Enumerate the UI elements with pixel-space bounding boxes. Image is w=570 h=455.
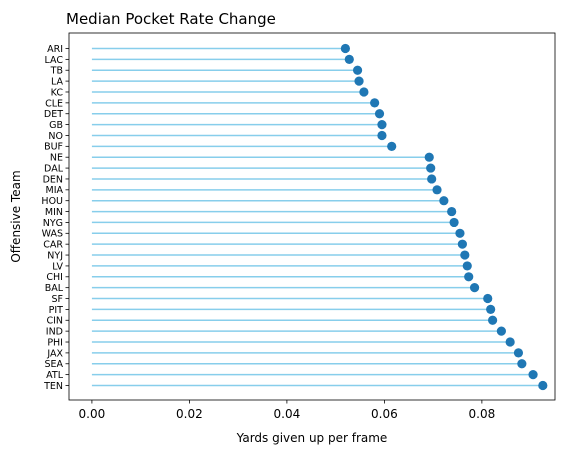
y-tick-label: KC <box>51 87 64 98</box>
marker-den <box>427 174 437 184</box>
marker-phi <box>505 337 515 347</box>
marker-cle <box>370 98 380 108</box>
y-tick-label: SF <box>52 294 64 305</box>
marker-sf <box>483 293 493 304</box>
marker-la <box>354 76 364 86</box>
y-tick-label: NO <box>48 131 63 142</box>
y-tick-label: JAX <box>46 348 63 359</box>
y-tick-label: NYJ <box>47 250 63 261</box>
y-tick-label: SEA <box>44 359 63 370</box>
y-tick-label: HOU <box>41 196 63 207</box>
marker-buf <box>387 141 397 151</box>
y-tick-label: NYG <box>43 218 63 229</box>
y-tick-label: MIA <box>46 185 64 196</box>
y-tick-label: CHI <box>46 272 63 283</box>
y-tick-label: IND <box>46 327 63 338</box>
x-axis-label: Yards given up per frame <box>236 431 388 445</box>
chart-title: Median Pocket Rate Change <box>66 10 276 28</box>
y-tick-label: ATL <box>46 370 64 381</box>
marker-ind <box>496 326 506 336</box>
marker-det <box>374 109 385 119</box>
marker-was <box>455 228 465 238</box>
marker-mia <box>432 185 442 195</box>
y-axis-ticks: ARILACTBLAKCCLEDETGBNOBUFNEDALDENMIAHOUM… <box>41 44 69 392</box>
y-tick-label: GB <box>49 120 63 131</box>
marker-min <box>447 206 457 217</box>
y-tick-label: CLE <box>45 98 63 109</box>
marker-car <box>457 239 467 249</box>
marker-ne <box>424 152 434 162</box>
marker-cin <box>488 315 498 325</box>
x-tick-label: 0.02 <box>176 407 203 421</box>
marker-pit <box>486 304 496 315</box>
marker-jax <box>513 348 524 358</box>
marker-lac <box>344 54 354 64</box>
y-tick-label: DEN <box>43 174 63 185</box>
marker-sea <box>517 359 527 369</box>
marker-no <box>377 130 387 141</box>
x-axis-ticks: 0.00 0.02 0.04 0.06 0.08 <box>79 400 496 421</box>
marker-lv <box>462 261 472 271</box>
marker-ten <box>538 380 548 391</box>
y-tick-label: PIT <box>49 305 64 316</box>
y-tick-label: NE <box>50 153 63 164</box>
x-tick-label: 0.08 <box>469 407 496 421</box>
x-tick-label: 0.06 <box>371 407 398 421</box>
y-tick-label: PHI <box>47 337 63 348</box>
marker-atl <box>528 370 538 380</box>
y-tick-label: TEN <box>43 381 63 392</box>
y-tick-label: WAS <box>42 229 63 240</box>
y-tick-label: ARI <box>47 44 63 55</box>
y-tick-label: LA <box>51 77 64 88</box>
y-tick-label: CAR <box>43 240 63 251</box>
marker-chi <box>464 272 474 282</box>
marker-gb <box>377 119 387 130</box>
plot-area-frame <box>68 32 556 401</box>
markers-layer <box>340 43 548 391</box>
x-tick-label: 0.00 <box>79 407 106 421</box>
y-tick-label: DAL <box>44 163 64 174</box>
marker-ari <box>340 43 350 54</box>
y-tick-label: MIN <box>45 207 63 218</box>
y-tick-label: BUF <box>44 142 63 153</box>
y-tick-label: LAC <box>45 55 64 66</box>
marker-dal <box>426 163 436 173</box>
marker-bal <box>469 283 480 293</box>
x-tick-label: 0.04 <box>274 407 301 421</box>
stems-layer <box>91 47 543 387</box>
marker-hou <box>439 196 449 206</box>
y-axis-label: Offensive Team <box>9 170 23 262</box>
marker-nyj <box>460 250 470 260</box>
marker-tb <box>352 65 363 75</box>
y-tick-label: DET <box>44 109 63 120</box>
marker-nyg <box>449 217 459 228</box>
y-tick-label: TB <box>50 66 63 77</box>
y-tick-label: BAL <box>45 283 64 294</box>
y-tick-label: CIN <box>46 316 63 327</box>
y-tick-label: LV <box>52 261 63 272</box>
marker-kc <box>359 87 369 97</box>
